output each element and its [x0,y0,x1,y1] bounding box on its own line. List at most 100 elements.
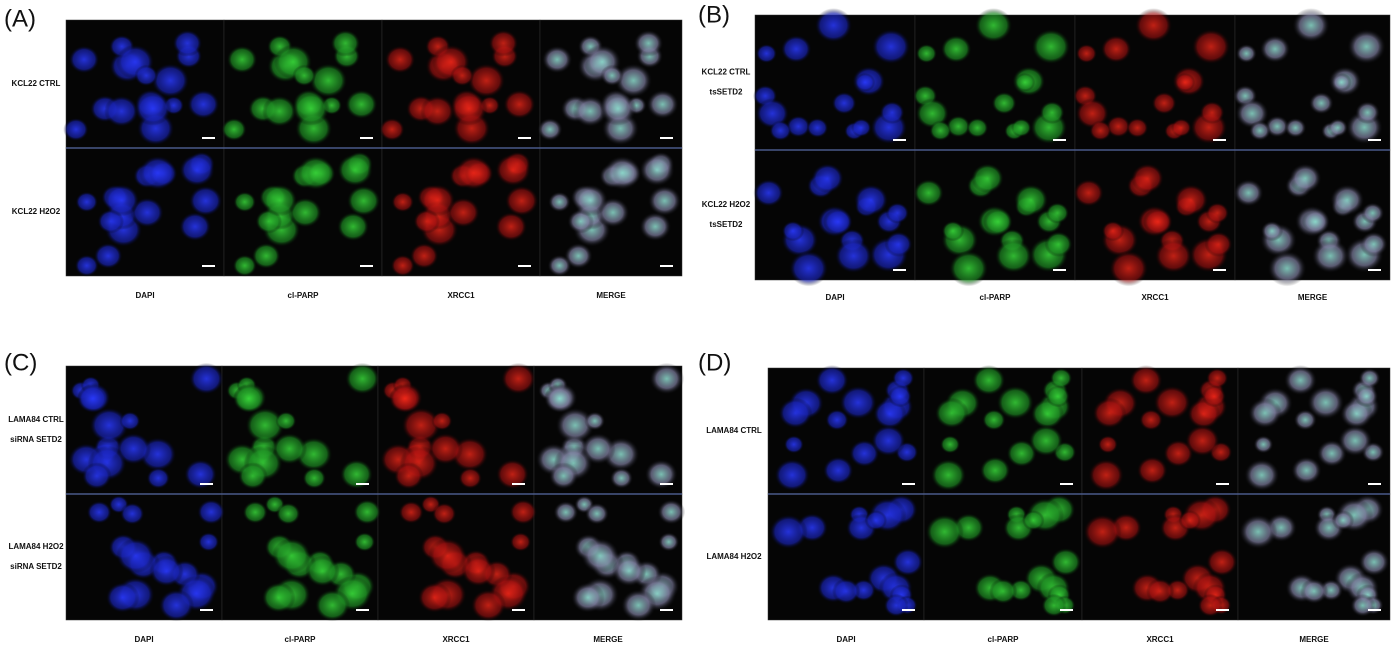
cell [814,8,853,43]
cell [644,459,678,490]
cell [1185,424,1220,457]
cell [1106,115,1131,138]
cell [832,578,861,605]
cell [188,362,224,395]
cell [76,384,109,414]
cell [1049,367,1073,389]
cell [89,407,129,444]
cell [1151,91,1177,115]
cell [1178,510,1202,531]
cell [849,439,880,468]
row-label: KCL22 H2O2 [702,200,751,209]
cell [1126,117,1149,138]
row-label: LAMA84 H2O2 [706,552,762,561]
cell [393,462,424,490]
cell [547,254,572,277]
cell [232,384,265,414]
cell [564,242,593,270]
column-label: XRCC1 [447,291,475,300]
cell [1206,547,1238,577]
cell [1143,208,1173,236]
row-label: siRNA SETD2 [10,562,62,571]
cell [261,184,298,217]
cell [1360,202,1385,224]
row-label: LAMA84 CTRL [8,415,64,424]
cell [503,89,536,120]
cell [1129,365,1163,396]
cell [419,184,456,217]
cell [614,63,653,98]
cell [509,532,532,552]
cell [780,34,812,64]
cell [467,63,506,98]
cell [330,29,361,57]
cell [104,95,139,128]
cell [81,462,112,490]
cell [1039,101,1065,125]
cell [105,582,140,613]
cell [226,45,258,74]
cell [103,184,140,217]
cell [769,120,792,141]
cell [450,91,488,126]
cell [1163,439,1194,468]
cell [774,458,810,492]
cell [974,8,1013,43]
cell [197,499,226,525]
cell [543,384,576,414]
cell [1331,510,1355,531]
cell [1131,163,1164,194]
cell [309,63,348,98]
cell [262,95,297,128]
cell [390,254,415,277]
cell [1283,365,1318,396]
panel-label: (A) [4,5,36,32]
cell [553,500,579,524]
cell [603,155,642,191]
cell [74,254,99,277]
cell [941,220,965,242]
cell [1154,238,1193,274]
cell [1108,250,1149,287]
cell [221,117,247,142]
cell [288,197,322,228]
cell [1045,202,1070,224]
cell [336,211,370,242]
cell [609,467,634,489]
cell [353,532,376,552]
cell [428,538,467,574]
cell [1247,397,1282,429]
cell [146,467,171,489]
column-label: XRCC1 [1141,293,1169,302]
cell [1041,593,1067,617]
cell [620,589,657,622]
cell [1306,385,1345,420]
cell [1028,424,1064,457]
cell [580,538,620,574]
cell [788,250,829,287]
cell [883,593,909,617]
cell [432,502,457,525]
cell [1337,424,1373,457]
cell [1358,547,1390,577]
cell [1292,8,1330,43]
cell [966,117,989,138]
cell [68,45,100,74]
cell [1083,514,1122,550]
cell [1358,367,1381,389]
cell [996,385,1035,420]
cell [275,411,297,431]
cell [134,91,172,126]
row-label: LAMA84 H2O2 [8,542,64,551]
cell [871,424,906,457]
cell [1235,43,1258,64]
cell [1153,385,1191,420]
cell [409,242,439,270]
cell [431,411,453,431]
cell [834,238,873,274]
cell [1171,118,1192,138]
cell [1288,163,1322,194]
cell [971,163,1004,194]
cell [337,153,374,187]
